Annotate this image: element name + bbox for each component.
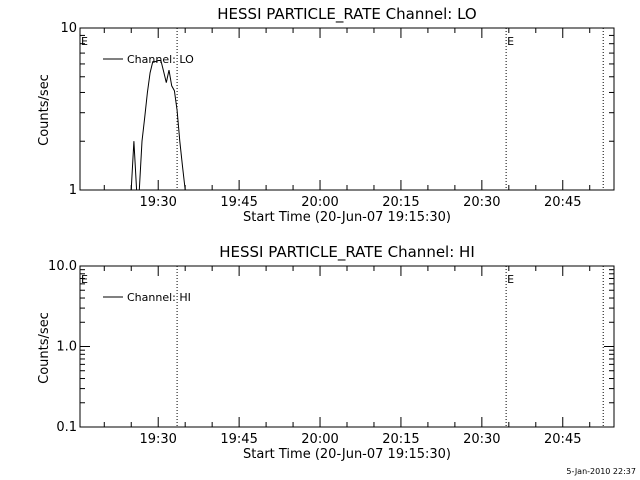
x-axis-label: Start Time (20-Jun-07 19:15:30)	[243, 447, 451, 462]
y-tick-label: 10	[60, 21, 77, 36]
x-tick-label: 20:00	[301, 195, 338, 210]
x-tick-label: 20:30	[463, 432, 500, 447]
x-tick-label: 20:15	[382, 195, 419, 210]
event-marker-label: E	[507, 35, 514, 48]
x-tick-label: 20:45	[544, 432, 581, 447]
event-marker-label: E	[81, 35, 88, 48]
plot-timestamp: 5-Jan-2010 22:37	[566, 467, 636, 476]
y-axis-label: Counts/sec	[37, 312, 52, 384]
x-tick-label: 19:30	[139, 195, 176, 210]
x-axis-label: Start Time (20-Jun-07 19:15:30)	[243, 210, 451, 225]
y-tick-label: 1.0	[56, 340, 77, 355]
series-line	[130, 60, 186, 191]
x-tick-label: 19:30	[139, 432, 176, 447]
y-tick-label: 10.0	[48, 259, 77, 274]
x-tick-label: 19:45	[220, 195, 257, 210]
event-marker-label: E	[507, 273, 514, 286]
y-axis-label: Counts/sec	[37, 74, 52, 146]
x-tick-label: 19:45	[220, 432, 257, 447]
y-tick-label: 1	[69, 183, 77, 198]
legend-label: Channel: LO	[127, 53, 194, 66]
chart-title: HESSI PARTICLE_RATE Channel: LO	[217, 5, 476, 24]
y-tick-label: 0.1	[56, 420, 77, 435]
x-tick-label: 20:45	[544, 195, 581, 210]
legend-label: Channel: HI	[127, 291, 191, 304]
chart-title: HESSI PARTICLE_RATE Channel: HI	[219, 243, 475, 262]
x-tick-label: 20:00	[301, 432, 338, 447]
x-tick-label: 20:15	[382, 432, 419, 447]
chart-panel-1: HESSI PARTICLE_RATE Channel: LO 1 10 19:30 1…	[37, 5, 615, 225]
chart-panel-2: HESSI PARTICLE_RATE Channel: HI 0.1 1.0 10.…	[37, 243, 615, 462]
event-marker-label: E	[81, 273, 88, 286]
x-tick-label: 20:30	[463, 195, 500, 210]
